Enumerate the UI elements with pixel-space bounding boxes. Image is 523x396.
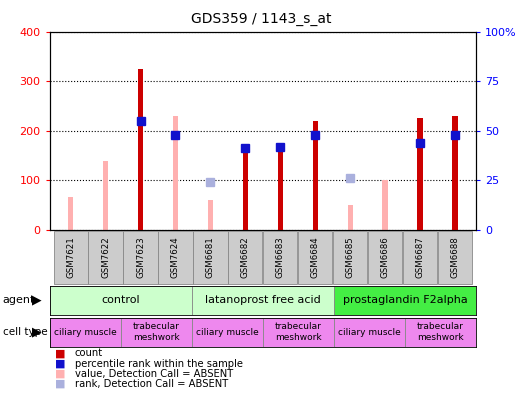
Text: GSM7621: GSM7621 <box>66 236 75 278</box>
Text: GSM6686: GSM6686 <box>381 236 390 278</box>
Bar <box>50 286 192 315</box>
Bar <box>192 286 334 315</box>
Bar <box>68 196 73 230</box>
Text: agent: agent <box>3 295 35 305</box>
Bar <box>263 231 298 284</box>
Bar <box>334 318 405 346</box>
Text: GSM6683: GSM6683 <box>276 236 285 278</box>
Text: ciliary muscle: ciliary muscle <box>54 327 117 337</box>
Bar <box>382 180 388 230</box>
Bar <box>313 121 318 230</box>
Bar <box>278 149 283 230</box>
Text: cell type: cell type <box>3 327 47 337</box>
Bar <box>347 205 353 230</box>
Bar <box>452 116 458 230</box>
Bar <box>334 286 476 315</box>
Text: trabecular
meshwork: trabecular meshwork <box>133 322 180 342</box>
Bar <box>123 231 157 284</box>
Bar <box>368 231 402 284</box>
Bar <box>53 231 88 284</box>
Bar <box>438 231 472 284</box>
Bar <box>263 318 334 346</box>
Bar <box>298 231 332 284</box>
Text: GSM6681: GSM6681 <box>206 236 215 278</box>
Text: value, Detection Call = ABSENT: value, Detection Call = ABSENT <box>75 369 233 379</box>
Bar <box>333 231 367 284</box>
Text: GSM7623: GSM7623 <box>136 236 145 278</box>
Text: GSM7624: GSM7624 <box>171 236 180 278</box>
Bar <box>50 318 121 346</box>
Bar <box>194 231 228 284</box>
Bar <box>417 118 423 230</box>
Bar <box>121 318 192 346</box>
Text: GDS359 / 1143_s_at: GDS359 / 1143_s_at <box>191 12 332 26</box>
Text: latanoprost free acid: latanoprost free acid <box>205 295 321 305</box>
Bar <box>405 318 476 346</box>
Text: ciliary muscle: ciliary muscle <box>196 327 259 337</box>
Bar <box>208 200 213 230</box>
Bar <box>173 116 178 230</box>
Text: trabecular
meshwork: trabecular meshwork <box>275 322 322 342</box>
Text: GSM6687: GSM6687 <box>416 236 425 278</box>
Text: percentile rank within the sample: percentile rank within the sample <box>75 358 243 369</box>
Bar <box>138 69 143 230</box>
Bar <box>158 231 192 284</box>
Text: count: count <box>75 348 103 358</box>
Text: prostaglandin F2alpha: prostaglandin F2alpha <box>343 295 467 305</box>
Bar <box>228 231 263 284</box>
Text: ■: ■ <box>55 379 65 389</box>
Text: ■: ■ <box>55 358 65 369</box>
Bar <box>88 231 123 284</box>
Text: GSM7622: GSM7622 <box>101 236 110 278</box>
Text: GSM6684: GSM6684 <box>311 236 320 278</box>
Bar <box>103 162 108 230</box>
Text: ciliary muscle: ciliary muscle <box>338 327 401 337</box>
Text: ▶: ▶ <box>32 326 42 338</box>
Text: GSM6685: GSM6685 <box>346 236 355 278</box>
Text: rank, Detection Call = ABSENT: rank, Detection Call = ABSENT <box>75 379 228 389</box>
Text: trabecular
meshwork: trabecular meshwork <box>417 322 464 342</box>
Text: ■: ■ <box>55 348 65 358</box>
Text: GSM6682: GSM6682 <box>241 236 250 278</box>
Text: GSM6688: GSM6688 <box>450 236 460 278</box>
Bar <box>192 318 263 346</box>
Text: control: control <box>101 295 140 305</box>
Text: ■: ■ <box>55 369 65 379</box>
Text: ▶: ▶ <box>32 294 42 307</box>
Bar <box>243 150 248 230</box>
Bar <box>403 231 437 284</box>
